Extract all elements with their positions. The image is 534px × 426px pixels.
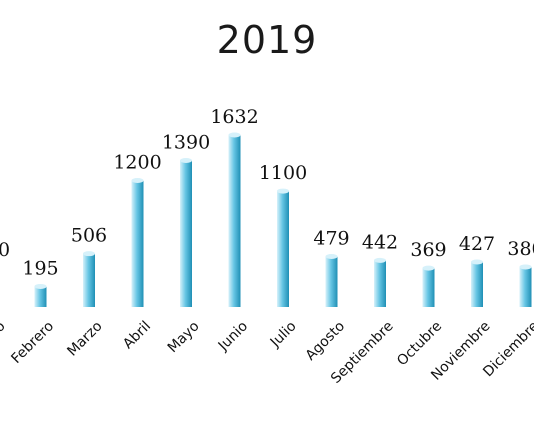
bar-cap	[519, 264, 532, 270]
x-tick-label: Agosto	[303, 318, 349, 364]
bar-cap	[228, 132, 241, 138]
x-tick-label: Enero	[0, 318, 9, 358]
x-tick-label: Febrero	[8, 318, 57, 367]
bar-cap	[180, 158, 192, 164]
data-label: 427	[459, 233, 495, 255]
x-tick-label: Junio	[215, 318, 251, 354]
data-label: 369	[410, 239, 446, 261]
x-tick-label: Julio	[267, 318, 300, 351]
bar-octubre	[422, 268, 435, 307]
bar-cap	[277, 188, 289, 194]
data-label: 195	[22, 257, 58, 279]
data-label: 1632	[210, 106, 258, 128]
chart-title: 2019	[216, 18, 318, 62]
bar-agosto	[325, 256, 338, 307]
data-label: 380	[507, 238, 534, 260]
data-label: 370	[0, 239, 10, 261]
x-tick-label: Mayo	[165, 318, 203, 356]
data-label: 442	[362, 231, 398, 253]
bar-julio	[277, 191, 289, 307]
data-label: 479	[313, 228, 349, 250]
data-label: 1100	[259, 162, 307, 184]
bar-cap	[422, 265, 435, 271]
bar-junio	[228, 135, 241, 307]
x-tick-label: Marzo	[64, 318, 105, 359]
bar-diciembre	[519, 266, 532, 307]
data-label: 506	[71, 225, 107, 247]
x-tick-label: Octubre	[394, 318, 445, 369]
bar-abril	[131, 180, 144, 307]
bar-cap	[83, 251, 95, 257]
x-tick-label: Abril	[120, 318, 154, 352]
bar-cap	[325, 254, 338, 260]
bar-cap	[374, 257, 386, 263]
bar-septiembre	[374, 260, 386, 307]
data-label: 1390	[162, 132, 210, 154]
bar-febrero	[34, 286, 47, 307]
bar-cap	[131, 178, 144, 184]
bar-noviembre	[471, 261, 483, 307]
bar-cap	[34, 283, 47, 289]
data-label: 1200	[113, 152, 161, 174]
bar-cap	[471, 259, 483, 265]
bar-mayo	[180, 160, 192, 307]
bar-marzo	[83, 253, 95, 307]
